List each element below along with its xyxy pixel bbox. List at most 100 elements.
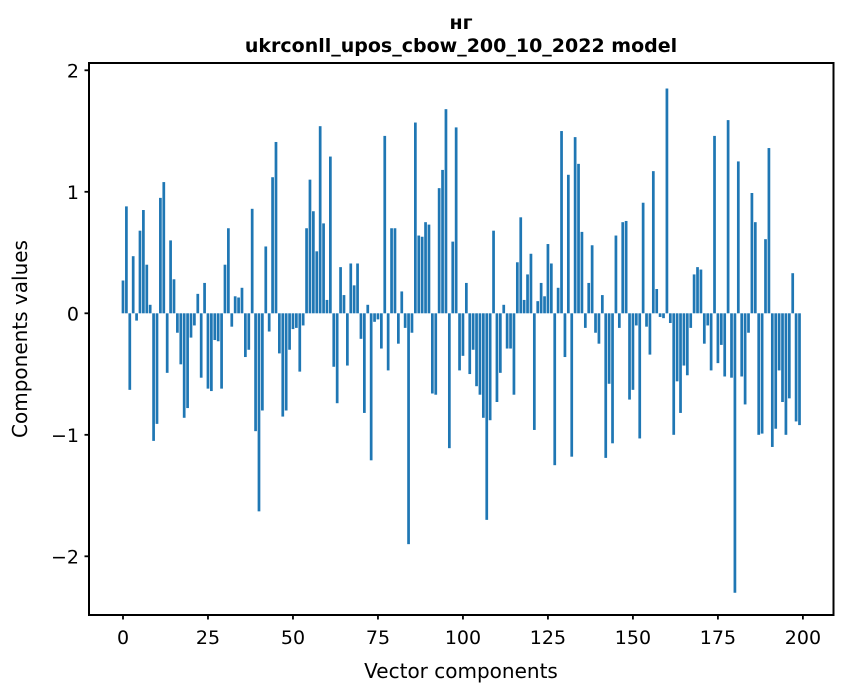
bar bbox=[339, 267, 342, 314]
bar bbox=[464, 282, 468, 314]
bar bbox=[407, 313, 410, 545]
bar bbox=[291, 313, 295, 330]
bar bbox=[295, 313, 298, 328]
bar bbox=[383, 135, 387, 314]
bar bbox=[329, 156, 332, 314]
bar bbox=[492, 230, 495, 314]
bar bbox=[227, 228, 230, 314]
bar bbox=[244, 313, 247, 358]
bar bbox=[628, 313, 631, 400]
bar bbox=[363, 313, 366, 413]
bar bbox=[186, 313, 189, 409]
bar bbox=[577, 163, 580, 314]
bar bbox=[767, 148, 771, 314]
bar bbox=[519, 217, 523, 314]
bar bbox=[230, 313, 234, 327]
bar bbox=[699, 269, 703, 314]
bar bbox=[580, 231, 584, 314]
bar bbox=[556, 287, 560, 314]
x-tick-label: 125 bbox=[530, 627, 566, 649]
bar bbox=[335, 313, 339, 404]
x-tick-label: 150 bbox=[615, 627, 651, 649]
bar bbox=[322, 223, 325, 314]
bar bbox=[121, 280, 125, 314]
x-tick-label: 0 bbox=[117, 627, 129, 649]
bar bbox=[549, 263, 553, 314]
bar bbox=[342, 295, 346, 314]
bar bbox=[458, 313, 461, 371]
bar bbox=[403, 313, 407, 328]
x-tick-label: 200 bbox=[785, 627, 821, 649]
bar bbox=[128, 313, 132, 390]
bar bbox=[267, 313, 271, 332]
bar bbox=[233, 296, 237, 314]
y-axis-label: Components values bbox=[8, 240, 32, 438]
x-tick-label: 100 bbox=[445, 627, 481, 649]
bar bbox=[536, 301, 540, 314]
bar bbox=[148, 304, 152, 314]
bar bbox=[210, 313, 213, 392]
bar bbox=[716, 313, 720, 364]
bar bbox=[787, 313, 791, 399]
bar bbox=[162, 182, 166, 314]
bar bbox=[546, 244, 550, 314]
bar bbox=[532, 313, 536, 430]
bar bbox=[410, 313, 414, 333]
bar bbox=[685, 313, 689, 376]
bar bbox=[247, 313, 251, 350]
bar bbox=[461, 313, 465, 356]
bar bbox=[543, 296, 546, 314]
bar bbox=[662, 313, 665, 319]
bar bbox=[471, 313, 475, 350]
bar bbox=[216, 313, 220, 342]
bar bbox=[434, 313, 438, 395]
bar bbox=[447, 313, 451, 449]
bar bbox=[594, 313, 597, 333]
bar bbox=[781, 313, 784, 402]
bar bbox=[709, 313, 713, 371]
bar bbox=[257, 313, 261, 512]
bar bbox=[468, 313, 472, 375]
bar bbox=[583, 313, 587, 328]
bar bbox=[651, 171, 655, 314]
bar bbox=[512, 313, 516, 395]
y-axis: −2 −1 0 1 2 bbox=[51, 60, 89, 568]
bar bbox=[760, 313, 764, 434]
bar bbox=[617, 313, 621, 328]
bar bbox=[488, 313, 492, 421]
bar bbox=[675, 313, 679, 382]
bar bbox=[757, 313, 761, 435]
bar bbox=[733, 313, 737, 593]
bar bbox=[135, 313, 138, 321]
bar bbox=[441, 169, 444, 314]
bar bbox=[318, 126, 322, 314]
bar bbox=[570, 313, 574, 457]
bar bbox=[648, 313, 652, 355]
bar bbox=[498, 313, 502, 373]
bar bbox=[495, 313, 499, 402]
bar bbox=[325, 299, 329, 314]
bar bbox=[420, 236, 424, 314]
bar bbox=[672, 313, 676, 435]
bar bbox=[240, 287, 244, 314]
bar bbox=[430, 313, 434, 394]
bar bbox=[281, 313, 285, 417]
bar bbox=[165, 313, 169, 373]
bar bbox=[176, 313, 179, 333]
bar bbox=[665, 88, 669, 314]
bar bbox=[152, 313, 155, 441]
bar bbox=[451, 241, 455, 314]
bar bbox=[679, 313, 682, 413]
bar bbox=[400, 291, 404, 314]
bar bbox=[274, 141, 278, 314]
bar bbox=[308, 179, 312, 314]
bar bbox=[696, 267, 699, 314]
bar bbox=[369, 313, 373, 461]
bar bbox=[393, 228, 397, 314]
bar bbox=[169, 240, 172, 314]
bar bbox=[692, 274, 696, 314]
bar bbox=[515, 262, 519, 314]
bar bbox=[346, 313, 349, 366]
bar bbox=[702, 313, 706, 344]
bar bbox=[301, 313, 305, 326]
